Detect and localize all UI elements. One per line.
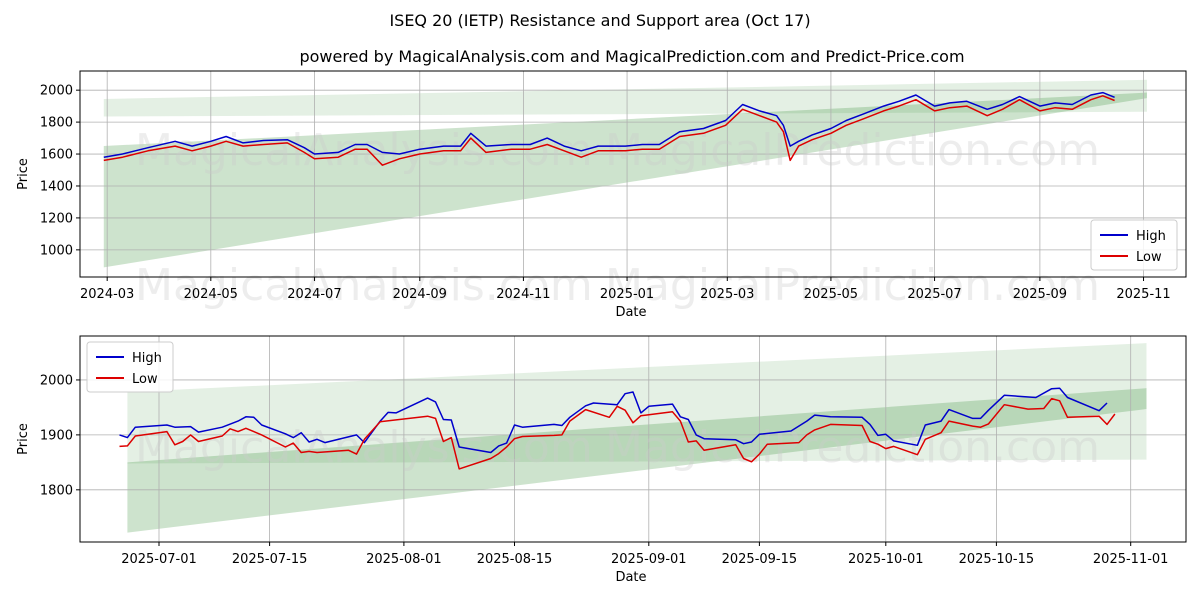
x-tick-label: 2025-11-01 — [1093, 552, 1169, 567]
y-tick-label: 1200 — [40, 211, 73, 226]
watermark-prediction: MagicalPrediction.com — [605, 260, 1100, 311]
x-tick-label: 2025-10-15 — [959, 552, 1035, 567]
watermark-analysis: MagicalAnalysis.com — [135, 422, 593, 473]
x-tick-label: 2025-09 — [1013, 287, 1067, 302]
band-primary — [103, 92, 1147, 268]
legend-label-low: Low — [132, 372, 158, 387]
y-tick-label: 1600 — [40, 148, 73, 163]
x-tick-label: 2025-07-15 — [232, 552, 308, 567]
x-tick-label: 2025-07-01 — [121, 552, 197, 567]
figure-subtitle: powered by MagicalAnalysis.com and Magic… — [299, 47, 964, 66]
plot-frame — [79, 335, 1187, 543]
legend-label-high: High — [132, 351, 162, 366]
series-high-line — [119, 387, 1108, 454]
watermark-analysis: MagicalAnalysis.com — [135, 260, 593, 311]
x-tick-label: 2024-11 — [496, 287, 550, 302]
watermark-analysis: MagicalAnalysis.com — [135, 125, 593, 176]
y-tick-label: 2000 — [40, 84, 73, 99]
y-tick-label: 1400 — [40, 179, 73, 194]
band-secondary — [103, 79, 1147, 117]
x-tick-label: 2025-01 — [600, 287, 654, 302]
x-tick-label: 2024-05 — [184, 287, 238, 302]
x-tick-label: 2025-09-01 — [611, 552, 687, 567]
x-tick-label: 2025-10-01 — [848, 552, 924, 567]
plot-frame — [79, 70, 1187, 278]
legend-label-high: High — [1136, 229, 1166, 244]
x-tick-label: 2025-08-01 — [366, 552, 442, 567]
x-tick-label: 2025-03 — [700, 287, 754, 302]
legend: High Low — [1090, 219, 1178, 271]
watermark-prediction: MagicalPrediction.com — [605, 422, 1100, 473]
x-tick-label: 2025-11 — [1116, 287, 1170, 302]
band-primary — [127, 388, 1147, 533]
x-tick-label: 2024-03 — [80, 287, 134, 302]
x-axis-label: Date — [615, 305, 646, 320]
legend-box — [1090, 219, 1178, 271]
figure-title: ISEQ 20 (IETP) Resistance and Support ar… — [389, 11, 810, 30]
x-axis-label: Date — [615, 570, 646, 585]
x-tick-label: 2024-09 — [393, 287, 447, 302]
chart-panel-1: MagicalAnalysis.com MagicalPrediction.com… — [16, 70, 1187, 320]
y-tick-label: 2000 — [40, 373, 73, 388]
series-low-line — [119, 397, 1116, 470]
watermark-prediction: MagicalPrediction.com — [605, 125, 1100, 176]
x-tick-label: 2025-07 — [907, 287, 961, 302]
x-tick-label: 2024-07 — [287, 287, 341, 302]
y-tick-label: 1800 — [40, 116, 73, 131]
x-tick-label: 2025-08-15 — [477, 552, 553, 567]
x-tick-label: 2025-09-15 — [722, 552, 798, 567]
y-tick-label: 1800 — [40, 483, 73, 498]
y-axis-label: Price — [16, 423, 31, 455]
x-tick-label: 2025-05 — [804, 287, 858, 302]
series-high-line — [103, 91, 1115, 158]
legend-box — [86, 341, 174, 393]
y-tick-label: 1900 — [40, 428, 73, 443]
series-low-line — [103, 95, 1115, 166]
legend: High Low — [86, 341, 174, 393]
y-tick-label: 1000 — [40, 243, 73, 258]
legend-label-low: Low — [1136, 250, 1162, 265]
chart-panel-2: MagicalAnalysis.com MagicalPrediction.com… — [16, 335, 1187, 585]
y-axis-label: Price — [16, 158, 31, 190]
